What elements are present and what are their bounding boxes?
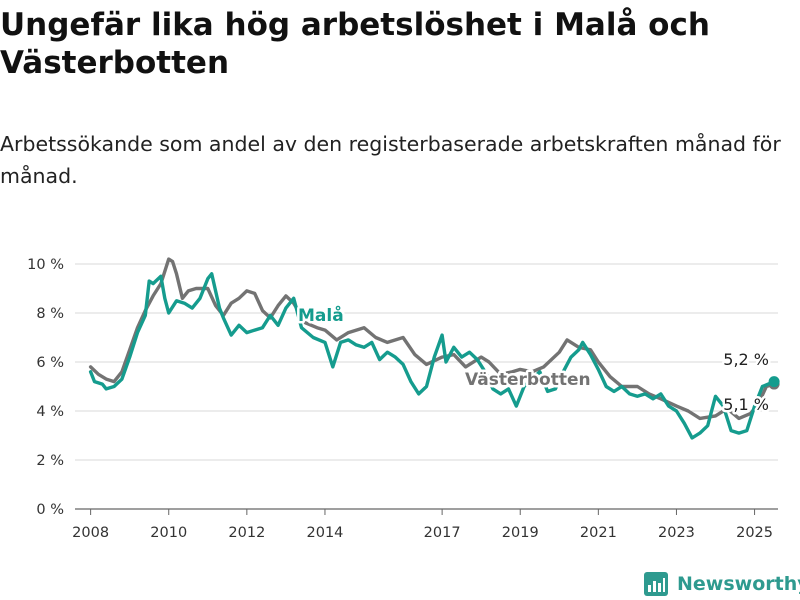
x-tick-label: 2008 xyxy=(72,525,109,541)
x-tick-label: 2025 xyxy=(736,525,773,541)
chart-subtitle: Arbetssökande som andel av den registerb… xyxy=(0,132,781,188)
y-tick-label: 6 % xyxy=(36,355,64,371)
x-tick-label: 2012 xyxy=(228,525,265,541)
newsworthy-brand: Newsworthy xyxy=(644,569,800,599)
end-value-vasterbotten: 5,1 % xyxy=(723,395,769,414)
end-value-mala: 5,2 % xyxy=(723,350,769,369)
x-tick-label: 2014 xyxy=(307,525,344,541)
bar-chart-logo-icon xyxy=(644,572,668,596)
y-axis-ticks: 0 % 2 % 4 % 6 % 8 % 10 % xyxy=(27,257,64,518)
end-value-mala-halo: 5,2 % xyxy=(723,350,769,369)
brand-name: Newsworthy xyxy=(677,573,800,595)
series-name-mala-halo: Malå xyxy=(298,304,344,326)
x-tick-label: 2017 xyxy=(424,525,461,541)
x-tick-label: 2021 xyxy=(580,525,617,541)
x-tick-label: 2019 xyxy=(502,525,539,541)
y-tick-label: 4 % xyxy=(36,404,64,420)
series-name-vasterbotten: Västerbotten xyxy=(465,370,591,390)
series-name-vasterbotten-halo: Västerbotten xyxy=(465,370,591,390)
y-tick-label: 2 % xyxy=(36,453,64,469)
y-tick-label: 0 % xyxy=(36,502,64,518)
x-tick-label: 2023 xyxy=(658,525,695,541)
x-tick-label: 2010 xyxy=(150,525,187,541)
x-axis-ticks: 2008 2010 2012 2014 2017 2019 2021 2023 2025 xyxy=(72,509,773,541)
y-tick-label: 8 % xyxy=(36,306,64,322)
series-lines xyxy=(88,257,780,440)
y-tick-label: 10 % xyxy=(27,257,64,273)
gridlines xyxy=(75,263,778,510)
series-line-vasterbotten xyxy=(88,257,776,421)
series-end-point xyxy=(768,376,780,388)
series-name-mala: Malå xyxy=(298,304,344,326)
chart-title: Ungefär lika hög arbetslöshet i Malå och… xyxy=(0,7,710,81)
series-line-mala xyxy=(88,272,776,440)
end-value-vasterbotten-halo: 5,1 % xyxy=(723,395,769,414)
